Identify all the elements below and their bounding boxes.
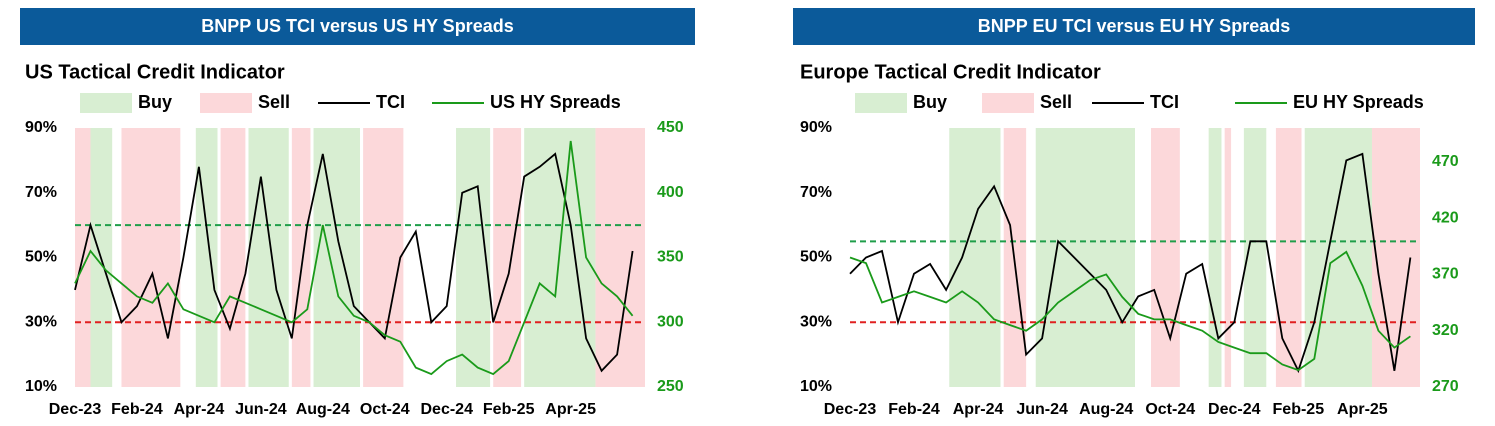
sell-period	[1224, 128, 1232, 387]
x-tick-label: Feb-24	[111, 401, 163, 418]
y-tick-label: 30%	[800, 313, 832, 330]
x-tick-label: Oct-24	[360, 401, 410, 418]
legend-swatch	[200, 93, 252, 113]
x-tick-label: Dec-24	[1208, 401, 1261, 418]
legend-swatch	[982, 93, 1034, 113]
y2-tick-label: 350	[657, 249, 684, 266]
legend-label: TCI	[1150, 92, 1179, 112]
header-bar	[20, 8, 695, 45]
x-tick-label: Aug-24	[296, 401, 350, 418]
x-tick-label: Dec-24	[420, 401, 473, 418]
legend-label: EU HY Spreads	[1293, 92, 1424, 112]
y-tick-label: 50%	[800, 249, 832, 266]
buy-period	[949, 128, 1001, 387]
y-tick-label: 90%	[800, 119, 832, 136]
buy-period	[1208, 128, 1222, 387]
buy-period	[248, 128, 289, 387]
y-tick-label: 70%	[25, 184, 57, 201]
chart: BNPP US TCI versus US HY Spreads US Tacti…	[20, 8, 695, 418]
legend-label: TCI	[376, 92, 405, 112]
x-tick-label: Dec-23	[824, 401, 877, 418]
header: BNPP EU TCI versus EU HY Spreads	[978, 16, 1290, 36]
legend-label: Buy	[913, 92, 947, 112]
sell-period	[1275, 128, 1302, 387]
series-line	[74, 140, 634, 376]
sell-period	[291, 128, 311, 387]
sell-period	[363, 128, 404, 387]
x-tick-label: Aug-24	[1079, 401, 1133, 418]
legend-swatch	[80, 93, 132, 113]
y-tick-label: 10%	[800, 378, 832, 395]
sell-period	[220, 128, 246, 387]
x-tick-label: Apr-25	[1337, 401, 1388, 418]
y2-tick-label: 400	[657, 184, 684, 201]
y-tick-label: 30%	[25, 313, 57, 330]
x-tick-label: Feb-25	[1273, 401, 1325, 418]
x-tick-label: Apr-25	[545, 401, 596, 418]
chart-title: Europe Tactical Credit Indicator	[800, 61, 1101, 83]
x-tick-label: Feb-24	[888, 401, 940, 418]
x-tick-label: Dec-23	[49, 401, 102, 418]
chart: BNPP EU TCI versus EU HY Spreads Europe T…	[793, 8, 1475, 418]
buy-period	[456, 128, 491, 387]
y-tick-label: 90%	[25, 119, 57, 136]
legend-label: Buy	[138, 92, 172, 112]
y-tick-label: 10%	[25, 378, 57, 395]
y2-tick-label: 370	[1432, 266, 1459, 283]
series-line	[849, 152, 1412, 374]
y2-tick-label: 450	[657, 119, 684, 136]
sell-period	[493, 128, 522, 387]
sell-period	[1151, 128, 1180, 387]
header-bar	[793, 8, 1475, 45]
sell-period	[595, 128, 645, 387]
x-tick-label: Feb-25	[483, 401, 535, 418]
legend-swatch	[855, 93, 907, 113]
header: BNPP US TCI versus US HY Spreads	[201, 16, 513, 36]
y-tick-label: 70%	[800, 184, 832, 201]
x-tick-label: Apr-24	[174, 401, 225, 418]
y2-tick-label: 420	[1432, 209, 1459, 226]
x-tick-label: Jun-24	[1016, 401, 1068, 418]
x-tick-label: Apr-24	[953, 401, 1004, 418]
y2-tick-label: 270	[1432, 378, 1459, 395]
series-line	[849, 250, 1411, 372]
y2-tick-label: 320	[1432, 322, 1459, 339]
sell-period	[121, 128, 181, 387]
series-line	[74, 152, 634, 373]
y-tick-label: 50%	[25, 249, 57, 266]
x-tick-label: Oct-24	[1145, 401, 1195, 418]
x-tick-label: Jun-24	[235, 401, 287, 418]
chart-title: US Tactical Credit Indicator	[25, 61, 285, 83]
y2-tick-label: 300	[657, 313, 684, 330]
buy-period	[313, 128, 360, 387]
y2-tick-label: 250	[657, 378, 684, 395]
legend-label: Sell	[258, 92, 290, 112]
sell-period	[1371, 128, 1420, 387]
y2-tick-label: 470	[1432, 153, 1459, 170]
buy-period	[1035, 128, 1135, 387]
legend-label: Sell	[1040, 92, 1072, 112]
legend-label: US HY Spreads	[490, 92, 621, 112]
